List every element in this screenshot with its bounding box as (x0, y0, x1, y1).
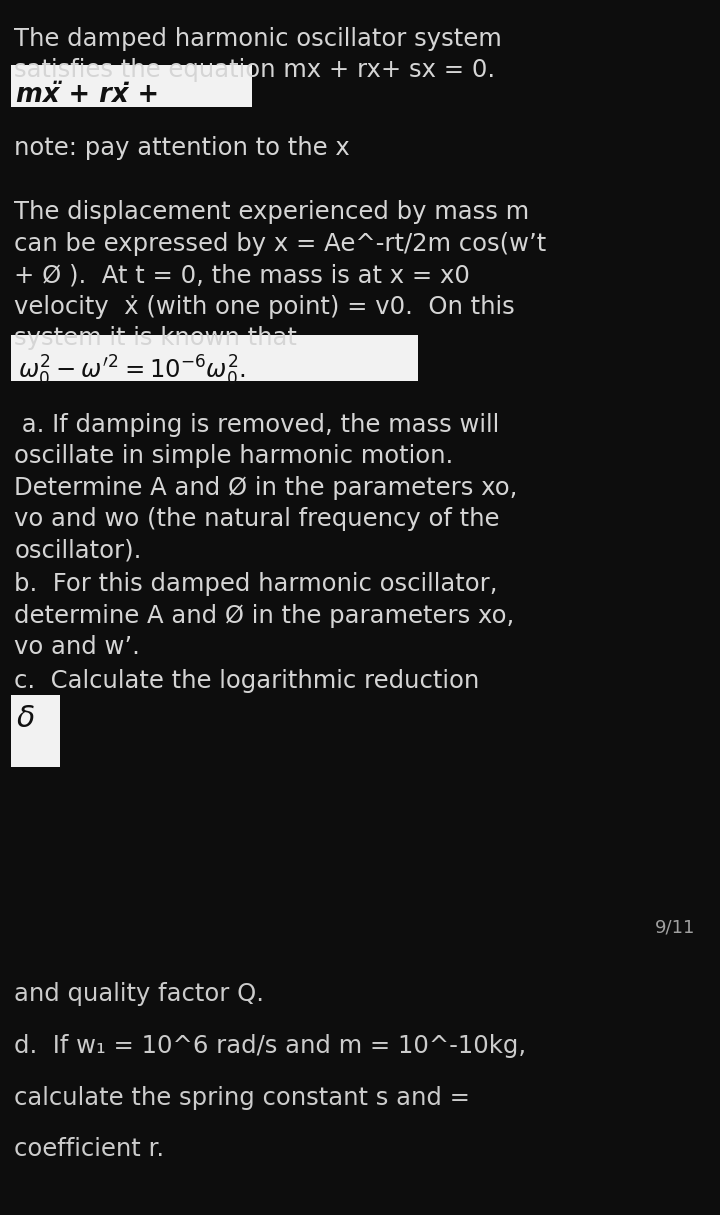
Text: oscillator).: oscillator). (14, 539, 142, 563)
Text: and quality factor Q.: and quality factor Q. (14, 982, 264, 1006)
Text: determine A and Ø in the parameters xo,: determine A and Ø in the parameters xo, (14, 604, 515, 628)
Text: can be expressed by x = Ae^-rt/2m cos(w’t: can be expressed by x = Ae^-rt/2m cos(w’… (14, 232, 546, 256)
Text: oscillate in simple harmonic motion.: oscillate in simple harmonic motion. (14, 445, 454, 469)
Text: $\delta$: $\delta$ (16, 703, 35, 733)
Text: satisfies the equation mx + rx+ sx = 0.: satisfies the equation mx + rx+ sx = 0. (14, 58, 495, 83)
FancyBboxPatch shape (11, 695, 60, 767)
Text: vo and w’.: vo and w’. (14, 635, 140, 660)
Text: $\omega_0^2 - \omega'^2 = 10^{-6}\omega_0^2.$: $\omega_0^2 - \omega'^2 = 10^{-6}\omega_… (18, 354, 246, 388)
Text: + Ø ).  At t = 0, the mass is at x = x0: + Ø ). At t = 0, the mass is at x = x0 (14, 264, 470, 287)
Text: vo and wo (the natural frequency of the: vo and wo (the natural frequency of the (14, 508, 500, 531)
Text: d.  If w₁ = 10^6 rad/s and m = 10^-10kg,: d. If w₁ = 10^6 rad/s and m = 10^-10kg, (14, 1034, 526, 1058)
Text: c.  Calculate the logarithmic reduction: c. Calculate the logarithmic reduction (14, 668, 480, 693)
Text: mẍ + rẋ +: mẍ + rẋ + (16, 83, 159, 108)
FancyBboxPatch shape (11, 64, 252, 107)
Text: a. If damping is removed, the mass will: a. If damping is removed, the mass will (14, 413, 500, 437)
Text: velocity  ẋ (with one point) = v0.  On this: velocity ẋ (with one point) = v0. On th… (14, 295, 515, 318)
Text: b.  For this damped harmonic oscillator,: b. For this damped harmonic oscillator, (14, 572, 498, 597)
Text: coefficient r.: coefficient r. (14, 1137, 165, 1162)
Text: The displacement experienced by mass m: The displacement experienced by mass m (14, 200, 529, 225)
Text: note: pay attention to the x: note: pay attention to the x (14, 136, 350, 160)
FancyBboxPatch shape (11, 335, 418, 380)
Text: The damped harmonic oscillator system: The damped harmonic oscillator system (14, 27, 502, 51)
Text: Determine A and Ø in the parameters xo,: Determine A and Ø in the parameters xo, (14, 476, 518, 499)
Text: calculate the spring constant s and =: calculate the spring constant s and = (14, 1086, 470, 1109)
Text: system it is known that: system it is known that (14, 326, 297, 350)
Text: 9/11: 9/11 (654, 919, 695, 937)
